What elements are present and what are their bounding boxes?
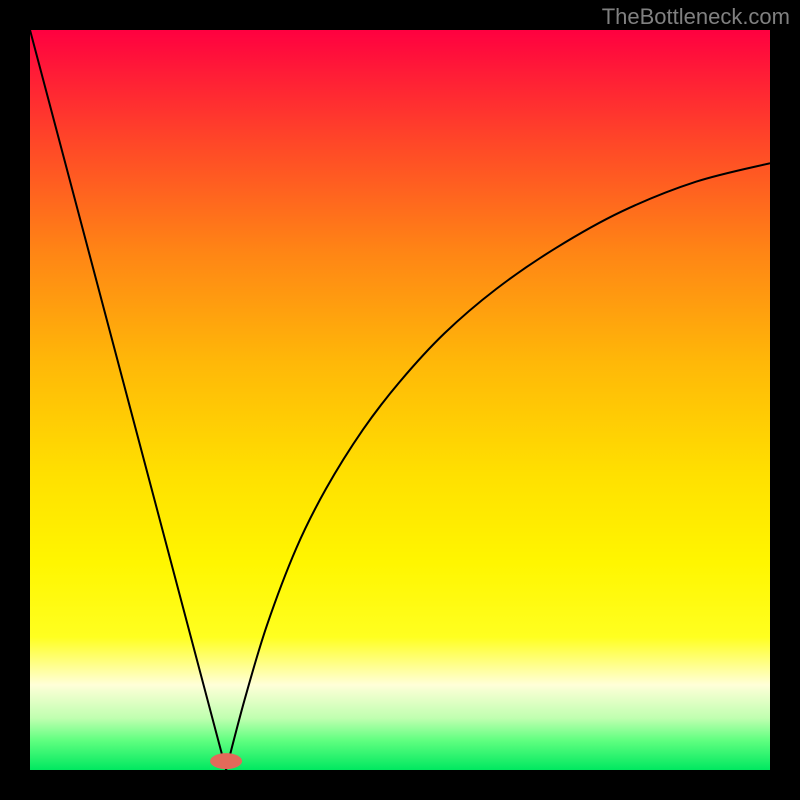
plot-background xyxy=(30,30,770,770)
watermark-text: TheBottleneck.com xyxy=(602,4,790,30)
optimum-marker xyxy=(210,753,242,769)
bottleneck-chart xyxy=(30,30,770,770)
chart-frame: TheBottleneck.com xyxy=(0,0,800,800)
